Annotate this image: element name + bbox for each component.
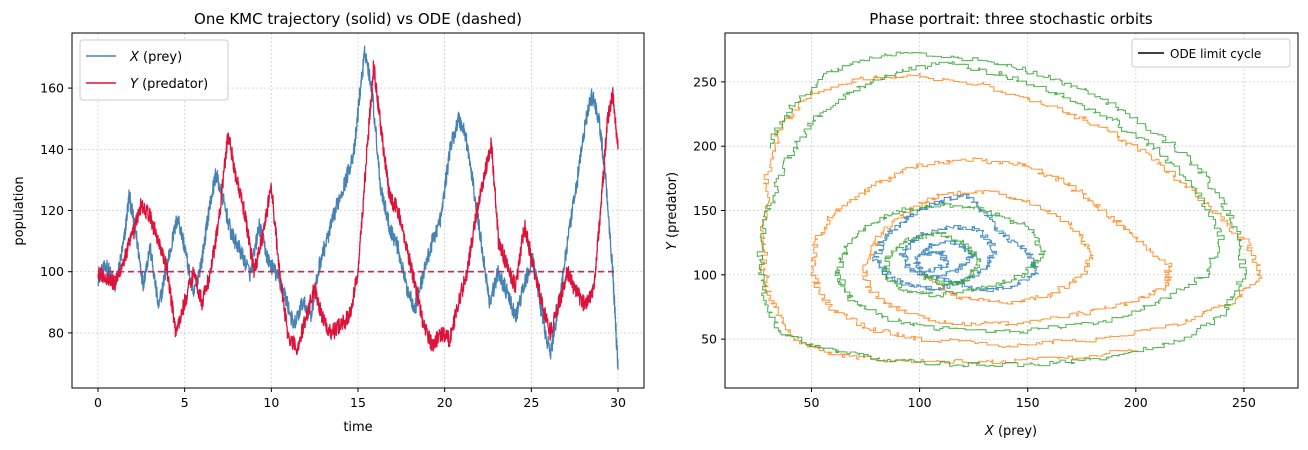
- right-y-tick-label: 200: [693, 139, 717, 154]
- right-legend-label: ODE limit cycle: [1170, 47, 1261, 61]
- right-panel: Phase portrait: three stochastic orbits …: [665, 10, 1299, 439]
- left-x-tick-label: 30: [610, 395, 626, 410]
- left-x-tick-label: 5: [181, 395, 189, 410]
- left-x-tick-label: 0: [94, 395, 102, 410]
- left-series-0-line: [97, 45, 619, 370]
- left-legend: X (prey) Y (predator): [79, 39, 229, 101]
- left-y-tick-label: 120: [40, 203, 64, 218]
- left-y-tick-label: 80: [48, 325, 64, 340]
- right-y-tick-label: 150: [693, 203, 717, 218]
- left-x-tick-label: 25: [523, 395, 539, 410]
- left-series-1-line: [97, 60, 619, 356]
- right-y-tick-label: 250: [693, 74, 717, 89]
- right-orbit-3-line: [756, 51, 1248, 368]
- right-x-axis: 50 100 150 200 250: [804, 388, 1256, 410]
- left-grid: [72, 33, 644, 388]
- right-x-tick-label: 250: [1232, 395, 1256, 410]
- left-legend-box: [79, 39, 229, 101]
- right-x-tick-label: 150: [1016, 395, 1040, 410]
- left-legend-x-label: X (prey): [129, 50, 182, 65]
- right-series-group: [756, 51, 1263, 368]
- left-x-axis: 0 5 10 15 20 25 30: [94, 388, 626, 410]
- left-y-tick-label: 100: [40, 264, 64, 279]
- left-legend-y-label: Y (predator): [130, 77, 208, 92]
- left-series-group: [97, 45, 619, 370]
- right-legend: ODE limit cycle: [1131, 38, 1291, 68]
- left-x-tick-label: 15: [350, 395, 366, 410]
- right-y-axis: 50 100 150 200 250: [693, 74, 725, 347]
- left-chart-title: One KMC trajectory (solid) vs ODE (dashe…: [194, 10, 522, 28]
- left-y-axis: 80 100 120 140 160: [40, 81, 72, 340]
- left-x-tick-label: 20: [437, 395, 453, 410]
- right-legend-box: [1131, 38, 1291, 68]
- left-y-tick-label: 160: [40, 81, 64, 96]
- right-x-tick-label: 200: [1124, 395, 1148, 410]
- left-x-axis-label: time: [343, 420, 372, 435]
- left-x-tick-label: 10: [263, 395, 279, 410]
- left-y-tick-label: 140: [40, 142, 64, 157]
- right-x-tick-label: 100: [908, 395, 932, 410]
- right-y-tick-label: 50: [701, 332, 717, 347]
- right-chart-title: Phase portrait: three stochastic orbits: [869, 10, 1153, 28]
- right-y-tick-label: 100: [693, 267, 717, 282]
- right-x-axis-label: X (prey): [984, 424, 1037, 439]
- right-y-axis-label: Y (predator): [665, 172, 680, 250]
- left-panel: One KMC trajectory (solid) vs ODE (dashe…: [12, 10, 645, 435]
- left-y-axis-label: population: [12, 176, 27, 245]
- right-x-tick-label: 50: [804, 395, 820, 410]
